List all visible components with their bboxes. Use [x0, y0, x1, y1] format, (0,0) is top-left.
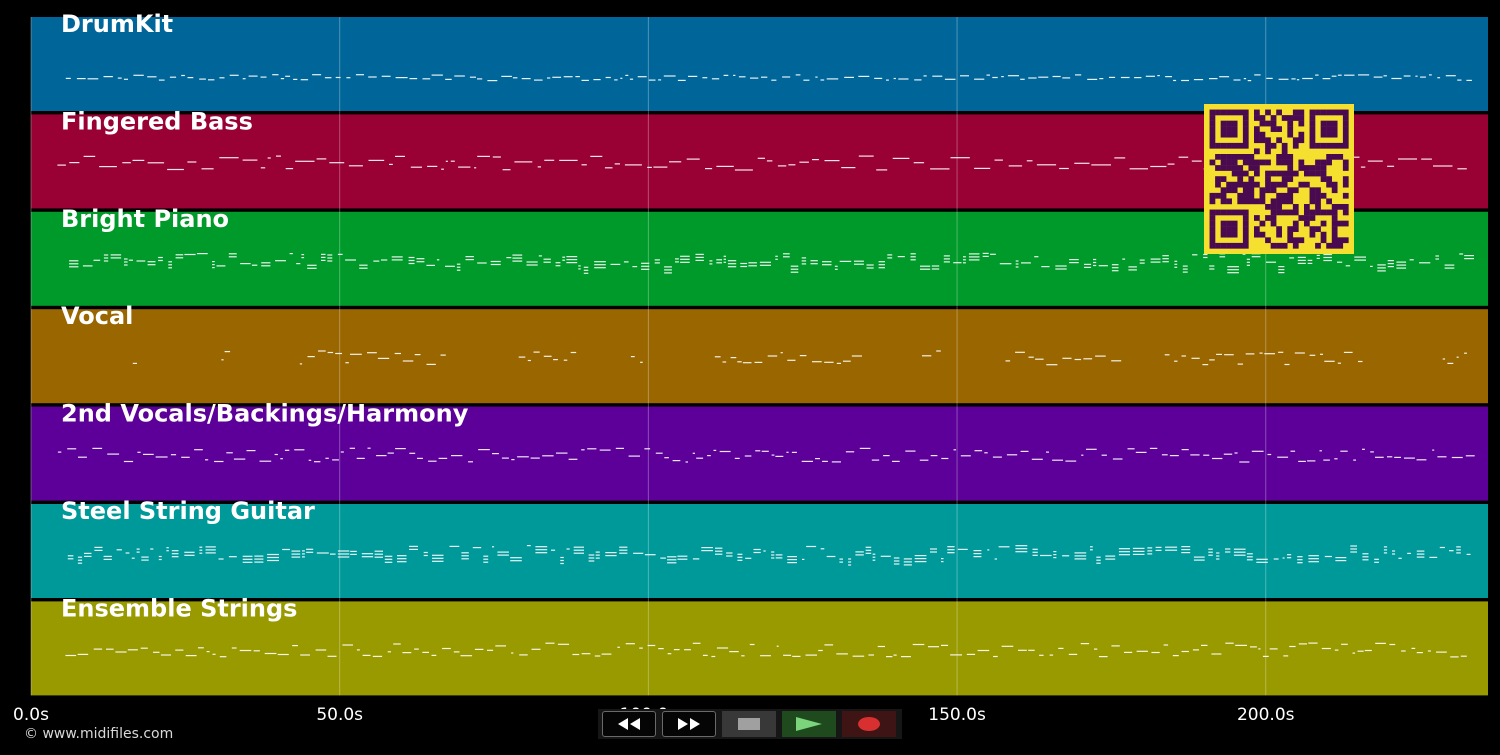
track-name: Ensemble Strings	[61, 594, 297, 622]
copyright-text: © www.midifiles.com	[24, 726, 174, 742]
fast-forward-button[interactable]	[662, 711, 716, 737]
fast-forward-icon	[678, 718, 700, 730]
track-name: Fingered Bass	[61, 107, 253, 135]
time-tick-label: 150.0s	[928, 705, 986, 725]
track-name: Bright Piano	[61, 205, 229, 233]
rewind-icon	[618, 718, 640, 730]
play-button[interactable]	[782, 711, 836, 737]
track-lane	[31, 601, 1488, 696]
track-name: Vocal	[61, 302, 133, 330]
transport-controls	[598, 709, 902, 739]
track-lane	[31, 504, 1488, 598]
rewind-button[interactable]	[602, 711, 656, 737]
track-lane	[31, 406, 1488, 501]
time-tick-label: 200.0s	[1237, 705, 1295, 725]
note-layer	[57, 74, 1475, 658]
track-names: DrumKit Fingered Bass Bright Piano Vocal 2nd…	[61, 10, 469, 622]
track-lane	[31, 309, 1488, 404]
track-name: Steel String Guitar	[61, 497, 315, 525]
track-name: DrumKit	[61, 10, 173, 38]
play-icon	[796, 717, 822, 731]
qr-code-image	[1204, 104, 1354, 254]
track-lane	[31, 17, 1488, 111]
time-tick-label: 50.0s	[316, 705, 363, 725]
stop-icon	[738, 718, 760, 730]
record-icon	[858, 717, 880, 731]
time-tick-label: 0.0s	[13, 705, 49, 725]
track-name: 2nd Vocals/Backings/Harmony	[61, 400, 469, 428]
stop-button[interactable]	[722, 711, 776, 737]
record-button[interactable]	[842, 711, 896, 737]
